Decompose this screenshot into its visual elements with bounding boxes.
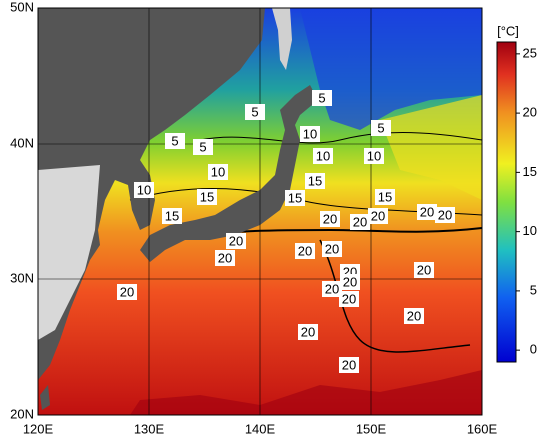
contour-label: 15 — [288, 190, 302, 205]
contour-label: 10 — [211, 164, 225, 179]
contour-label: 20 — [343, 274, 357, 289]
contour-label-box — [300, 126, 320, 142]
contour-label: 20 — [438, 207, 452, 222]
colorbar-tick-label: 25 — [523, 45, 537, 60]
contour-label-box — [313, 148, 333, 164]
contour-label-box — [417, 204, 437, 220]
contour-label: 20 — [353, 214, 367, 229]
contour-label: 10 — [303, 126, 317, 141]
contour-label: 5 — [199, 139, 206, 154]
contour-label: 20 — [342, 291, 356, 306]
lon-label: 130E — [134, 421, 165, 436]
graticule — [38, 8, 482, 415]
contour-label-box — [215, 250, 235, 266]
contour-label-box — [285, 190, 305, 206]
contour-label-box — [371, 120, 391, 136]
colorbar-tick-label: 20 — [523, 105, 537, 120]
contour-label: 20 — [325, 241, 339, 256]
colorbar-tick-label: 15 — [523, 164, 537, 179]
contour-label: 5 — [318, 90, 325, 105]
colorbar-tick-label: 10 — [523, 223, 537, 238]
contour-label: 15 — [308, 173, 322, 188]
lat-label: 50N — [10, 0, 34, 14]
warm-eddy — [380, 95, 482, 200]
contour-label: 20 — [342, 357, 356, 372]
colorbar-unit: [°C] — [497, 23, 519, 38]
contour-label: 20 — [407, 308, 421, 323]
contour-label: 10 — [137, 182, 151, 197]
contour-label: 20 — [420, 204, 434, 219]
contour-label-box — [134, 182, 154, 198]
contour-label: 20 — [325, 281, 339, 296]
contour-label-box — [435, 207, 455, 223]
contour-label: 5 — [171, 133, 178, 148]
no-data-area — [38, 165, 100, 340]
contour-label-box — [117, 284, 137, 300]
contour-label-box — [414, 262, 434, 278]
colorbar-tick-label: 0 — [530, 342, 537, 357]
contour-label: 15 — [378, 189, 392, 204]
land-japan — [140, 85, 318, 262]
contour-label-box — [322, 281, 342, 297]
contour-label-box — [350, 214, 370, 230]
contour-label: 5 — [377, 120, 384, 135]
contour-label-box — [375, 189, 395, 205]
contour-label-box — [197, 189, 217, 205]
contour-label-box — [368, 208, 388, 224]
contour-label: 15 — [165, 208, 179, 223]
contour-label-box — [298, 324, 318, 340]
contour-label-box — [364, 148, 384, 164]
contour — [319, 239, 471, 353]
contour-label: 20 — [417, 262, 431, 277]
contour-label-box — [208, 164, 228, 180]
contour-label-box — [312, 90, 332, 106]
contour-label: 10 — [316, 148, 330, 163]
contour-label: 15 — [200, 189, 214, 204]
contour-label-box — [339, 357, 359, 373]
contour-label-box — [193, 139, 213, 155]
contour-label-box — [226, 233, 246, 249]
contour-label-box — [320, 211, 340, 227]
land-sakhalin — [272, 8, 292, 70]
contour-label-box — [322, 241, 342, 257]
contour-label: 20 — [229, 233, 243, 248]
contour — [199, 132, 483, 144]
colorbar-tick-label: 5 — [530, 282, 537, 297]
contour-label: 20 — [371, 208, 385, 223]
lon-label: 160E — [467, 421, 498, 436]
lon-label: 140E — [245, 421, 276, 436]
lat-label: 40N — [10, 135, 34, 150]
contour-label: 20 — [120, 284, 134, 299]
contour-label: 20 — [298, 243, 312, 258]
contour-label-box — [162, 208, 182, 224]
land-taiwan — [40, 385, 50, 410]
lon-label: 150E — [356, 421, 387, 436]
frame — [37, 7, 483, 416]
contour-label: 20 — [323, 211, 337, 226]
contour-label-box — [295, 243, 315, 259]
contour-label-box — [340, 274, 360, 290]
contour-label-box — [165, 133, 185, 149]
contour-label-box — [404, 308, 424, 324]
contour-label-box — [305, 173, 325, 189]
contour-label: 20 — [301, 324, 315, 339]
contour-label: 20 — [218, 250, 232, 265]
lon-label: 120E — [23, 421, 54, 436]
colorbar — [496, 41, 517, 363]
warm-water — [130, 370, 482, 415]
lat-label: 30N — [10, 270, 34, 285]
contour-label: 5 — [251, 104, 258, 119]
cold-water — [300, 8, 482, 130]
contour-label-box — [339, 291, 359, 307]
contour-label: 10 — [367, 148, 381, 163]
lat-label: 20N — [10, 406, 34, 421]
contour-label-box — [245, 104, 265, 120]
